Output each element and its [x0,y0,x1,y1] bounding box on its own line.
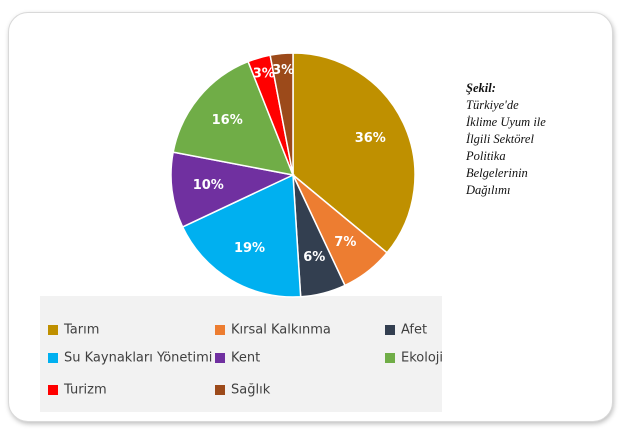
legend-swatch [385,325,395,335]
legend-swatch [215,353,225,363]
caption-line: İlgili Sektörel [466,132,534,146]
caption-line: Belgelerinin [466,166,528,180]
legend-swatch [385,353,395,363]
data-label: 3% [272,63,294,78]
caption-line: Dağılımı [466,183,511,197]
legend-swatch [48,353,58,363]
legend-label: Turizm [63,383,107,398]
legend-label: Ekoloji [401,351,443,366]
legend-swatch [48,325,58,335]
data-label: 19% [234,241,265,256]
legend-label: Kırsal Kalkınma [231,323,331,338]
pie-slice [181,173,302,298]
legend-swatch [48,385,58,395]
legend-swatch [215,385,225,395]
legend-label: Su Kaynakları Yönetimi [64,351,212,366]
data-label: 3% [253,67,275,82]
caption-label: Şekil: [466,81,496,95]
data-label: 36% [355,131,386,146]
legend-label: Tarım [63,323,99,338]
legend-label: Afet [401,323,427,338]
legend-swatch [215,325,225,335]
pie-slice [269,52,294,176]
legend-label: Kent [231,351,260,366]
caption-line: Türkiye'de [466,98,519,112]
data-label: 6% [303,250,325,265]
data-label: 10% [193,178,224,193]
caption-line: Politika [466,149,506,163]
data-label: 7% [334,235,356,250]
caption-line: İklime Uyum ile [466,115,546,129]
legend-background [40,296,442,412]
data-label: 16% [212,113,243,128]
legend-label: Sağlık [231,383,271,398]
pie-slice [172,60,295,176]
caption: Şekil: Türkiye'de İklime Uyum ile İlgili S… [466,80,606,199]
pie-slice [170,151,296,228]
pie-slice [292,52,416,254]
